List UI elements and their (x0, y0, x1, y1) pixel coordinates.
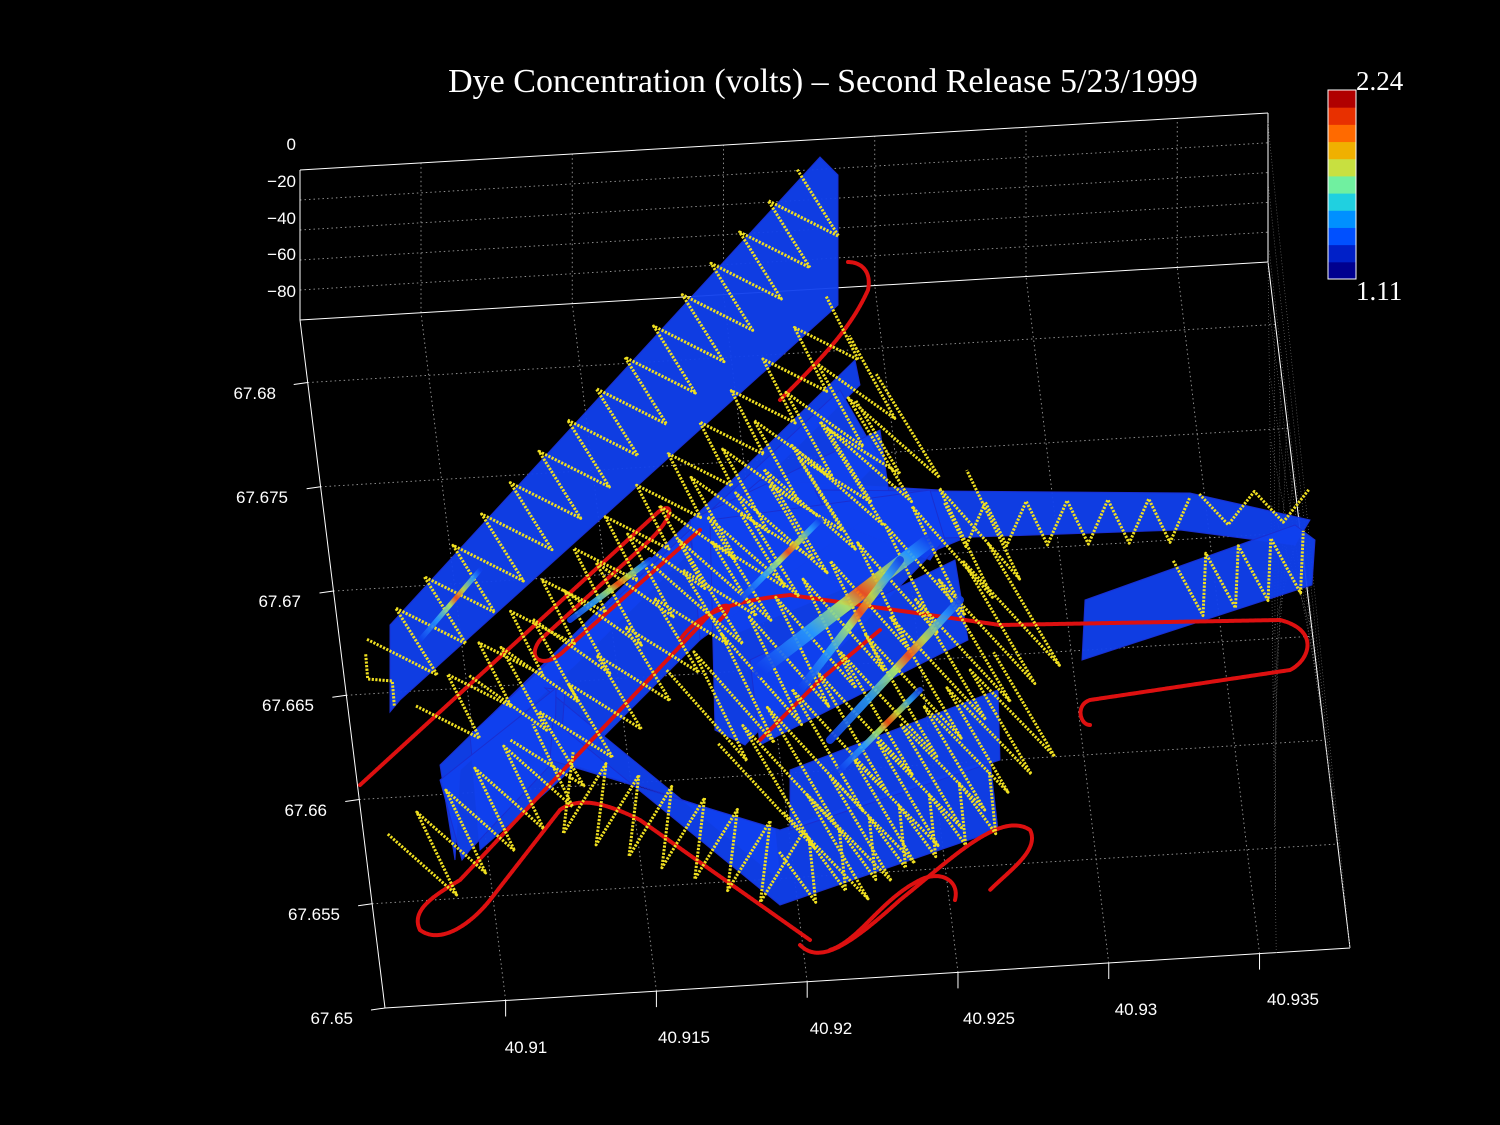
ship-track (778, 260, 871, 402)
colorbar-swatch (1328, 210, 1356, 228)
chart-title: Dye Concentration (volts) – Second Relea… (448, 63, 1198, 100)
colorbar-swatch (1328, 124, 1356, 143)
hotspot-layer (417, 517, 964, 773)
tow-zigzag-path (782, 651, 1057, 901)
colorbar-swatch (1328, 90, 1356, 108)
grid-line-x (723, 294, 808, 982)
z-tick-label: −20 (267, 172, 296, 191)
dye-curtain-ribbon (389, 156, 839, 714)
y-tick-label: 67.68 (233, 384, 276, 403)
y-tick-labels: 67.65 67.655 67.66 67.665 67.67 67.675 6… (233, 384, 353, 1028)
grid-line-y (372, 843, 1338, 905)
x-tick-label: 40.92 (810, 1019, 853, 1038)
ship-track (828, 874, 958, 952)
wall-hatch (1267, 261, 1277, 954)
tow-path-layer (364, 168, 1311, 904)
dye-hotspot (567, 557, 653, 623)
y-tick-label: 67.65 (310, 1009, 353, 1028)
wall-hatch (1269, 314, 1332, 790)
dye-curtain-ribbon (439, 686, 557, 862)
tow-zigzag-path (1171, 530, 1305, 617)
x-tick-label: 40.915 (658, 1028, 710, 1047)
tow-zigzag-path (468, 334, 897, 732)
dye-hotspot (837, 687, 923, 773)
dye-hotspot (826, 596, 964, 744)
colorbar (1327, 89, 1357, 280)
tow-zigzag-path (778, 771, 998, 904)
y-tick (293, 382, 308, 386)
colorbar-min-label: 1.11 (1356, 276, 1402, 306)
colorbar-swatch (1328, 158, 1356, 177)
x-tick-label: 40.91 (505, 1038, 548, 1057)
tow-zigzag-path (364, 654, 396, 706)
x-tick-label: 40.925 (963, 1009, 1015, 1028)
grid-line-y (359, 739, 1326, 800)
colorbar-swatch (1328, 193, 1356, 211)
dye-hotspot (417, 567, 483, 643)
grid-line-x (874, 285, 959, 973)
tow-zigzag-path (366, 168, 841, 677)
y-tick-label: 67.67 (258, 592, 301, 611)
x-tick-label: 40.935 (1267, 990, 1319, 1009)
z-tick-labels: 0 −20 −40 −60 −80 (267, 135, 296, 301)
tow-zigzag-path (561, 752, 805, 904)
grid-line-x (1025, 276, 1110, 964)
colorbar-swatch (1328, 141, 1356, 160)
z-tick-label: −60 (267, 245, 296, 264)
grid-line-z (299, 142, 1269, 201)
wall-hatch (1272, 525, 1300, 634)
x-tick-label: 40.93 (1115, 1000, 1158, 1019)
colorbar-max-label: 2.24 (1356, 66, 1404, 96)
y-tick (306, 486, 321, 490)
colorbar-swatch (1328, 175, 1356, 194)
z-tick-label: 0 (287, 135, 296, 154)
colorbar-swatch (1328, 244, 1356, 263)
y-tick (345, 799, 360, 803)
grid-line-y (346, 635, 1313, 696)
z-tick-label: −80 (267, 282, 296, 301)
ship-track (418, 800, 812, 942)
y-tick-label: 67.665 (262, 696, 314, 715)
tow-zigzag-path (415, 295, 860, 740)
grid-line-x (420, 312, 507, 1001)
tow-zigzag-path (386, 723, 575, 897)
colorbar-frame (1327, 89, 1357, 280)
y-tick (332, 694, 347, 698)
y-tick (370, 1007, 386, 1011)
y-tick-label: 67.66 (284, 801, 327, 820)
y-tick (358, 903, 373, 907)
axis-edge (1267, 261, 1351, 949)
colorbar-swatch (1328, 261, 1356, 280)
z-tick-label: −40 (267, 209, 296, 228)
axis-edge (299, 112, 1269, 171)
tow-zigzag-path (1198, 488, 1311, 527)
ship-track (678, 593, 1310, 727)
axis-edge (299, 319, 386, 1009)
y-tick-label: 67.655 (288, 905, 340, 924)
colorbar-swatch (1328, 107, 1356, 125)
axis-edge (384, 947, 1351, 1009)
tow-zigzag-path (665, 469, 1022, 763)
dye-hotspot (737, 517, 823, 603)
y-tick-label: 67.675 (236, 488, 288, 507)
dye-curtain-ribbon (1081, 524, 1316, 661)
colorbar-swatch (1328, 227, 1356, 246)
dye-hotspot (796, 556, 904, 694)
x-tick-labels: 40.91 40.915 40.92 40.925 40.93 40.935 (505, 990, 1319, 1057)
tow-zigzag-path (717, 543, 1061, 849)
y-tick (319, 590, 334, 594)
